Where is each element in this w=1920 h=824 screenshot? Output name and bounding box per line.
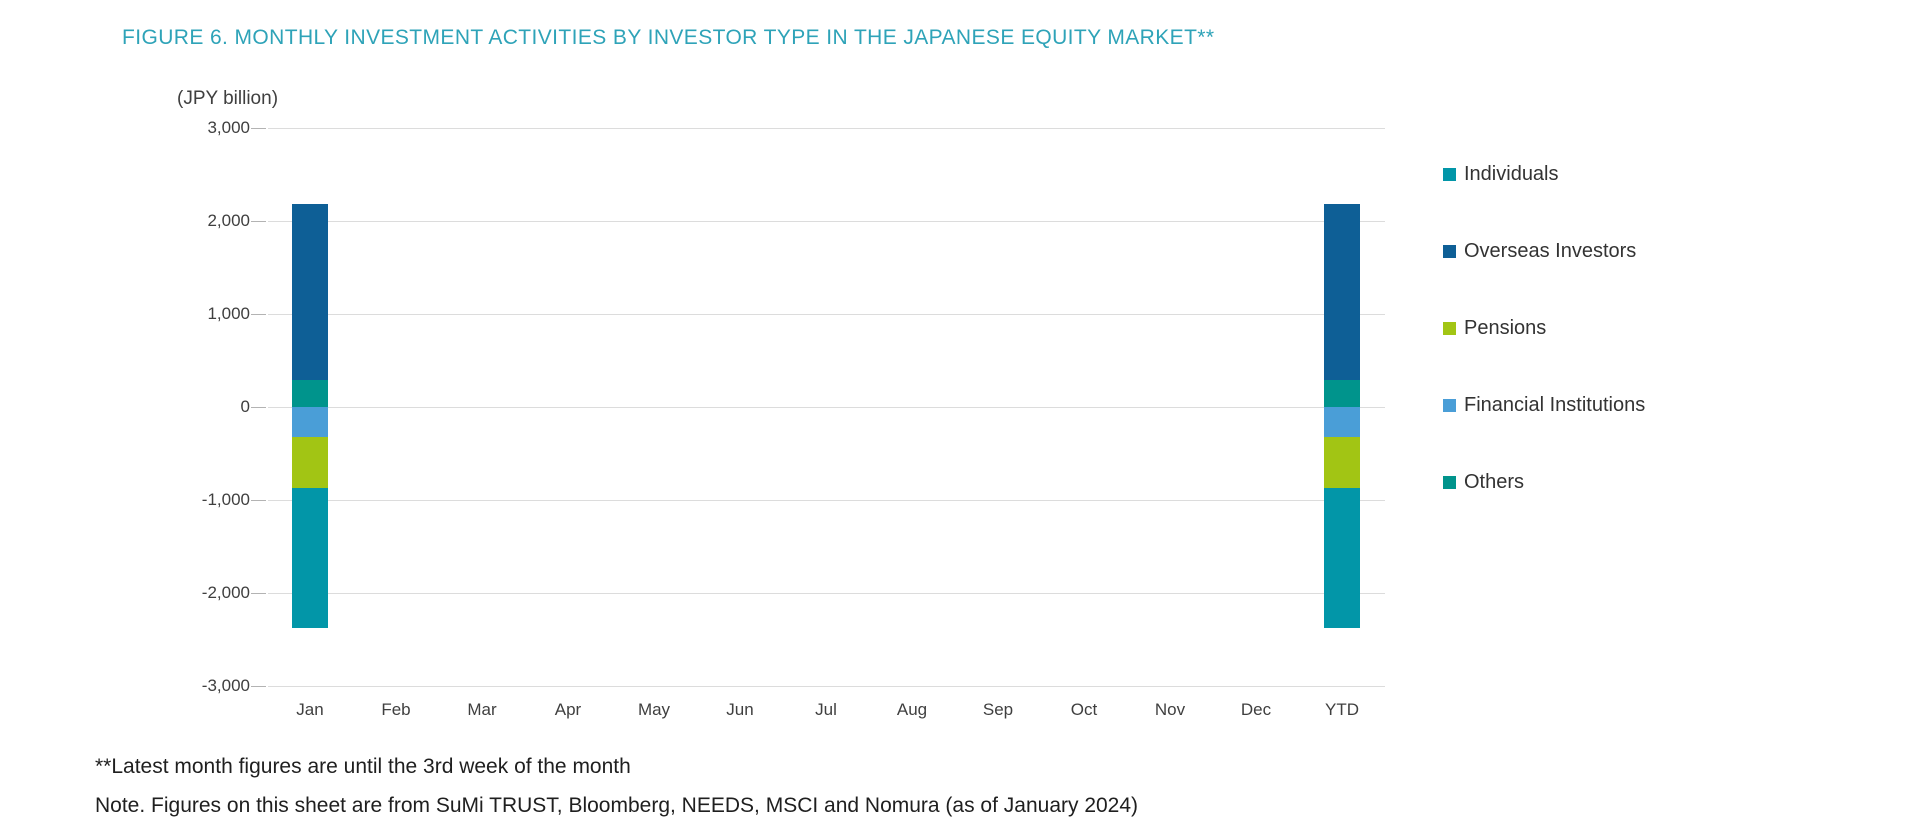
legend-label-overseas-investors: Overseas Investors xyxy=(1464,240,1637,262)
bar-may xyxy=(636,128,672,686)
bar-sep xyxy=(980,128,1016,686)
y-axis-tick xyxy=(251,220,266,222)
bar-mar xyxy=(464,128,500,686)
y-axis-tick xyxy=(251,499,266,501)
gridline-2000 xyxy=(268,220,1385,222)
x-tick-label-jan: Jan xyxy=(296,700,324,719)
figure-title: FIGURE 6. MONTHLY INVESTMENT ACTIVITIES … xyxy=(122,26,1215,49)
bar-aug xyxy=(894,128,930,686)
y-axis-tick xyxy=(251,127,266,129)
bar-segment-jan-others xyxy=(292,380,328,407)
bar-segment-jan-overseas-investors xyxy=(292,204,328,381)
y-axis-tick xyxy=(251,685,266,687)
x-tick-label-sep: Sep xyxy=(982,700,1014,719)
gridline-0 xyxy=(268,406,1385,408)
legend-label-others: Others xyxy=(1464,471,1525,493)
y-tick-label: -3,000 xyxy=(201,676,250,695)
x-tick-label-apr: Apr xyxy=(554,700,582,719)
x-tick-label-jun: Jun xyxy=(726,700,754,719)
x-tick-label-jul: Jul xyxy=(815,700,837,719)
bar-jan xyxy=(292,128,328,686)
gridline-3000 xyxy=(268,127,1385,129)
legend-item-individuals: Individuals xyxy=(1443,163,1559,189)
legend-swatch-others xyxy=(1443,476,1456,489)
bar-segment-ytd-pensions xyxy=(1324,436,1360,488)
bar-segment-ytd-overseas-investors xyxy=(1324,204,1360,381)
y-tick-label: -1,000 xyxy=(201,490,250,509)
x-tick-label-mar: Mar xyxy=(467,700,497,719)
x-tick-label-nov: Nov xyxy=(1154,700,1186,719)
x-tick-label-oct: Oct xyxy=(1070,700,1098,719)
bar-oct xyxy=(1066,128,1102,686)
chart-plot-area xyxy=(251,127,1385,687)
y-tick-label: 2,000 xyxy=(207,211,250,230)
y-axis-tick xyxy=(251,592,266,594)
y-axis-tick xyxy=(251,313,266,315)
footnote-source: Note. Figures on this sheet are from SuM… xyxy=(95,794,1139,817)
y-axis-unit-label: (JPY billion) xyxy=(177,88,279,109)
x-tick-label-ytd: YTD xyxy=(1325,700,1359,719)
legend-item-financial-institutions: Financial Institutions xyxy=(1443,394,1645,420)
legend-swatch-pensions xyxy=(1443,322,1456,335)
legend-item-overseas-investors: Overseas Investors xyxy=(1443,240,1636,266)
x-tick-label-may: May xyxy=(637,700,671,719)
y-axis-tick xyxy=(251,406,266,408)
bar-segment-jan-pensions xyxy=(292,436,328,488)
x-tick-label-dec: Dec xyxy=(1240,700,1272,719)
y-tick-label: 3,000 xyxy=(207,118,250,137)
gridline--1000 xyxy=(268,499,1385,501)
bar-feb xyxy=(378,128,414,686)
legend-item-pensions: Pensions xyxy=(1443,317,1546,343)
gridline--2000 xyxy=(268,592,1385,594)
gridline--3000 xyxy=(268,685,1385,687)
legend-item-others: Others xyxy=(1443,471,1524,497)
bar-jul xyxy=(808,128,844,686)
footnote-latest-month: **Latest month figures are until the 3rd… xyxy=(95,755,631,778)
legend-swatch-individuals xyxy=(1443,168,1456,181)
bar-apr xyxy=(550,128,586,686)
y-tick-label: 0 xyxy=(240,397,250,416)
y-tick-label: -2,000 xyxy=(201,583,250,602)
bar-dec xyxy=(1238,128,1274,686)
bar-segment-jan-individuals xyxy=(292,487,328,629)
gridline-1000 xyxy=(268,313,1385,315)
legend-swatch-overseas-investors xyxy=(1443,245,1456,258)
x-tick-label-aug: Aug xyxy=(896,700,928,719)
legend-label-financial-institutions: Financial Institutions xyxy=(1464,394,1646,416)
legend-label-individuals: Individuals xyxy=(1464,163,1559,185)
bar-ytd xyxy=(1324,128,1360,686)
bar-nov xyxy=(1152,128,1188,686)
bar-segment-ytd-individuals xyxy=(1324,487,1360,629)
bar-segment-ytd-financial-institutions xyxy=(1324,407,1360,437)
bar-segment-ytd-others xyxy=(1324,380,1360,407)
bar-segment-jan-financial-institutions xyxy=(292,407,328,437)
legend-swatch-financial-institutions xyxy=(1443,399,1456,412)
x-tick-label-feb: Feb xyxy=(381,700,411,719)
legend-label-pensions: Pensions xyxy=(1464,317,1547,339)
bar-jun xyxy=(722,128,758,686)
y-tick-label: 1,000 xyxy=(207,304,250,323)
